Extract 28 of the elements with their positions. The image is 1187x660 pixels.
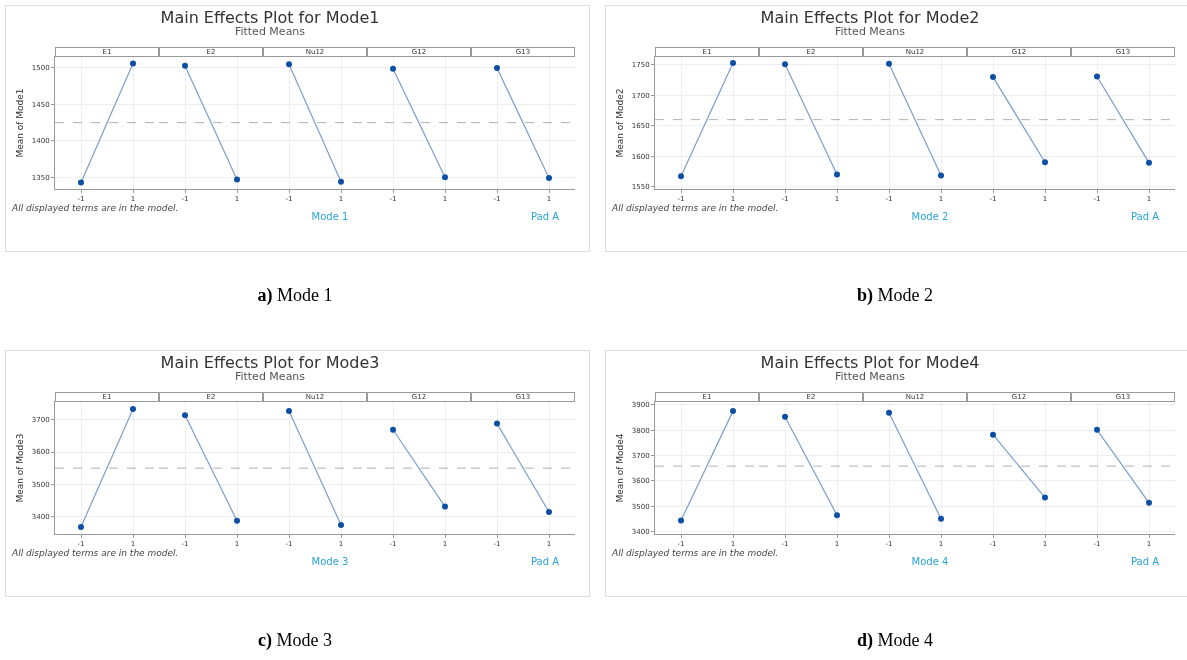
y-axis-title: Mean of Mode2 [615, 88, 626, 158]
text: All displayed terms are in the model. [12, 203, 179, 213]
text: Fitted Means [834, 25, 906, 38]
text: Main Effects Plot for Mode2 [760, 8, 980, 27]
text: Pad A [1130, 556, 1160, 567]
text: Mode 1 [311, 211, 349, 222]
text: Mode 3 [311, 556, 349, 567]
text: All displayed terms are in the model. [12, 548, 179, 558]
text: Pad A [530, 556, 560, 567]
text: b) Mode 2 [856, 285, 934, 306]
text: Fitted Means [834, 370, 906, 383]
y-axis-title: Mean of Mode3 [15, 433, 26, 503]
text: Mode 2 [911, 211, 949, 222]
text: Pad A [530, 211, 560, 222]
text: Main Effects Plot for Mode3 [160, 353, 380, 372]
text: a) Mode 1 [257, 285, 333, 306]
text: c) Mode 3 [258, 630, 332, 651]
y-axis-title: Mean of Mode4 [615, 433, 626, 503]
y-axis-title: Mean of Mode1 [15, 88, 26, 158]
text: Main Effects Plot for Mode1 [160, 8, 380, 27]
text: All displayed terms are in the model. [612, 203, 779, 213]
text: Fitted Means [234, 370, 306, 383]
text: Mode 4 [911, 556, 949, 567]
text: Main Effects Plot for Mode4 [760, 353, 980, 372]
text: Fitted Means [234, 25, 306, 38]
text: All displayed terms are in the model. [612, 548, 779, 558]
text: d) Mode 4 [856, 630, 934, 651]
text: Pad A [1130, 211, 1160, 222]
